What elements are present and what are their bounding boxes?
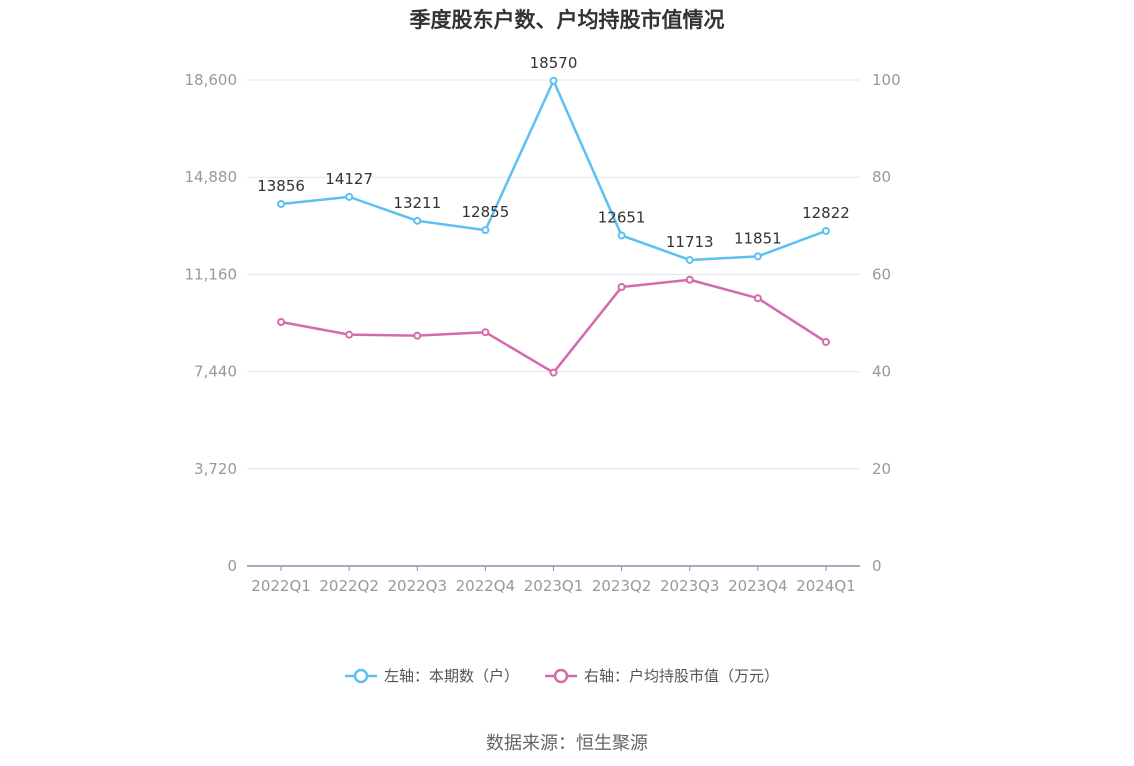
series-2-point <box>549 368 558 377</box>
chart-title: 季度股东户数、户均持股市值情况 <box>409 8 725 32</box>
x-tick-label: 2024Q1 <box>796 577 856 595</box>
series-1-point <box>549 76 558 85</box>
series-2-point <box>277 318 286 327</box>
right-tick-label: 40 <box>872 363 891 381</box>
data-label: 14127 <box>325 170 373 188</box>
series-layer <box>277 76 830 377</box>
left-tick-label: 7,440 <box>194 363 237 381</box>
series-1-point <box>617 231 626 240</box>
right-tick-label: 20 <box>872 460 891 478</box>
data-label: 13211 <box>393 194 441 212</box>
x-tick-label: 2022Q2 <box>319 577 379 595</box>
data-label: 11851 <box>734 229 782 247</box>
grid-layer <box>247 79 860 470</box>
left-tick-label: 3,720 <box>194 460 237 478</box>
x-tick-label: 2023Q4 <box>728 577 788 595</box>
series-2-point <box>413 331 422 340</box>
source-text: 数据来源：恒生聚源 <box>486 733 648 754</box>
series-2-point <box>617 283 626 292</box>
legend-label-2: 右轴：户均持股市值（万元） <box>584 667 779 685</box>
data-label: 12651 <box>598 208 646 226</box>
series-2-point <box>481 328 490 337</box>
x-tick-label: 2022Q3 <box>388 577 448 595</box>
left-tick-label: 14,880 <box>185 168 238 186</box>
data-label: 12855 <box>462 203 510 221</box>
legend-label-1: 左轴：本期数（户） <box>384 667 519 685</box>
data-label: 13856 <box>257 177 305 195</box>
series-1-point <box>345 192 354 201</box>
data-label: 11713 <box>666 233 714 251</box>
right-tick-label: 0 <box>872 557 882 575</box>
legend-layer: 左轴：本期数（户） 右轴：户均持股市值（万元） <box>345 667 779 685</box>
data-label: 12822 <box>802 204 850 222</box>
legend-swatch-marker-1 <box>353 668 369 684</box>
series-1-point <box>481 226 490 235</box>
series-1-point <box>753 252 762 261</box>
series-2-point <box>685 275 694 284</box>
x-tick-label: 2022Q1 <box>251 577 311 595</box>
x-tick-label: 2022Q4 <box>456 577 516 595</box>
series-1-point <box>821 226 830 235</box>
data-label: 18570 <box>530 54 578 72</box>
x-tick-label: 2023Q2 <box>592 577 652 595</box>
right-tick-label: 100 <box>872 71 901 89</box>
series-1-point <box>277 199 286 208</box>
left-tick-label: 0 <box>227 557 237 575</box>
series-1-point <box>685 255 694 264</box>
label-layer: 13856 14127 13211 12855 18570 12651 11713 11851… <box>257 54 850 251</box>
right-tick-label: 80 <box>872 168 891 186</box>
series-2-point <box>753 294 762 303</box>
series-2-point <box>345 330 354 339</box>
series-1-point <box>413 216 422 225</box>
x-tick-label: 2023Q1 <box>524 577 584 595</box>
legend-swatch-marker-2 <box>553 668 569 684</box>
series-line-2 <box>280 278 827 374</box>
axis-layer: 0 0 3,720 20 7,440 40 11,160 60 14,880 80 18,600 10… <box>185 71 901 595</box>
left-tick-label: 11,160 <box>185 265 238 283</box>
left-tick-label: 18,600 <box>185 71 238 89</box>
x-tick-label: 2023Q3 <box>660 577 720 595</box>
right-tick-label: 60 <box>872 265 891 283</box>
series-2-point <box>821 337 830 346</box>
